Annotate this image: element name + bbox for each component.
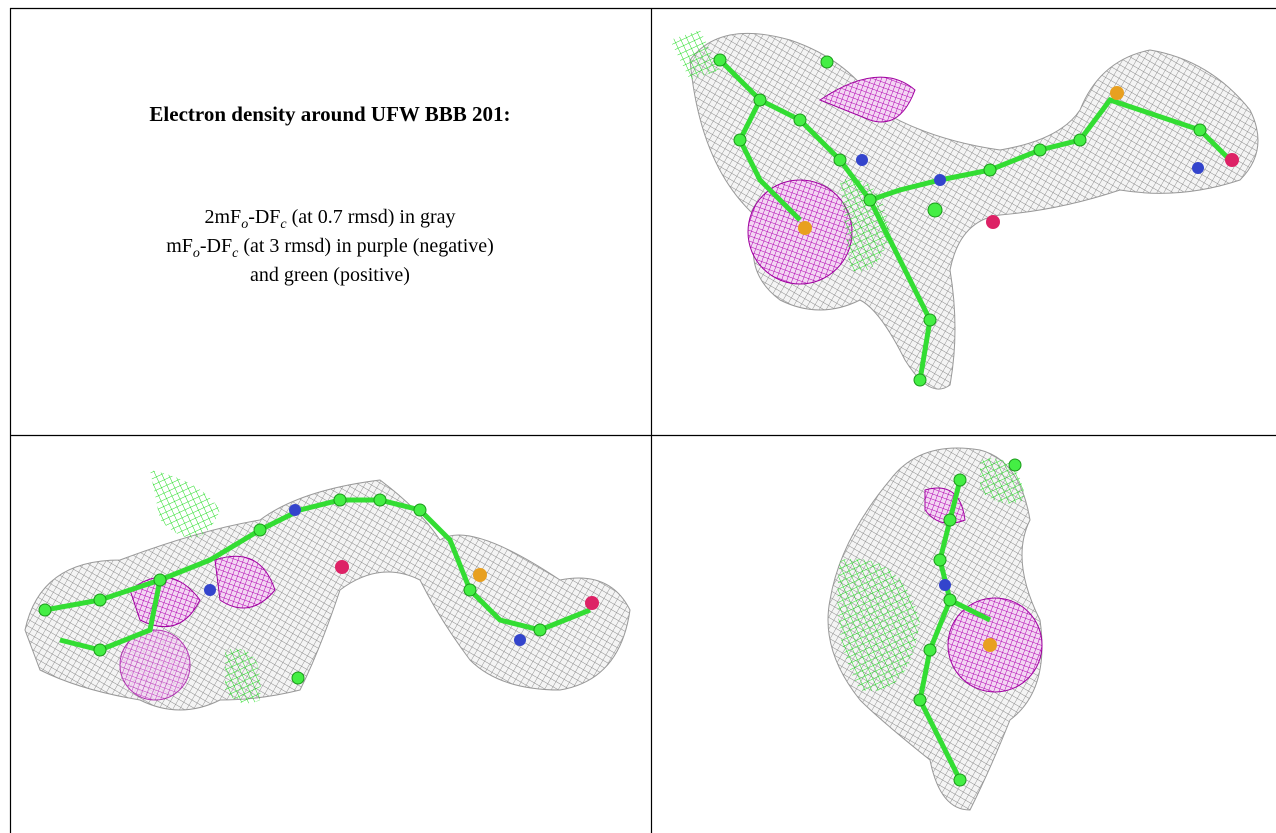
text-run: and green (positive) <box>250 264 410 286</box>
description-line: mFo-DFc (at 3 rmsd) in purple (negative) <box>166 235 494 261</box>
page: Electron density around UFW BBB 201: 2mF… <box>0 0 1276 833</box>
text-run: 2mF <box>205 206 242 228</box>
document: Electron density around UFW BBB 201: 2mF… <box>0 0 1276 833</box>
description: 2mFo-DFc (at 0.7 rmsd) in gray mFo-DFc (a… <box>166 206 494 286</box>
subscript: o <box>193 246 200 261</box>
text-run: (at 3 rmsd) in purple (negative) <box>238 235 493 257</box>
subscript: o <box>241 217 248 232</box>
text-run: -DF <box>200 235 232 257</box>
text-run: mF <box>166 235 193 257</box>
description-line: 2mFo-DFc (at 0.7 rmsd) in gray <box>205 206 456 232</box>
cell-title: Electron density around UFW BBB 201: <box>149 102 510 126</box>
density-image-1 <box>670 30 1258 389</box>
density-image-3 <box>828 448 1042 810</box>
text-run: -DF <box>248 206 280 228</box>
description-line: and green (positive) <box>250 264 410 286</box>
text-run: (at 0.7 rmsd) in gray <box>287 206 456 228</box>
density-image-2 <box>25 470 630 710</box>
